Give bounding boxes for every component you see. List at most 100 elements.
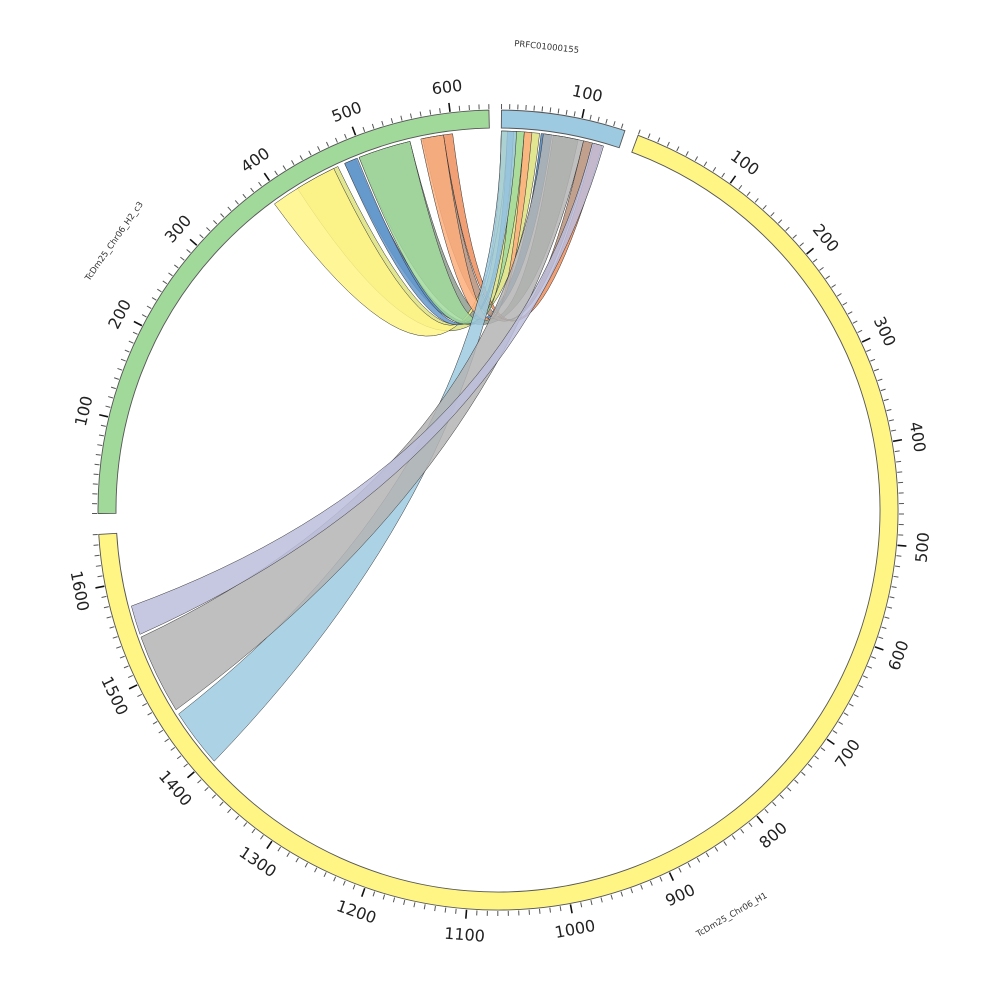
- minor-tick: [772, 801, 777, 807]
- minor-tick: [866, 349, 872, 352]
- major-tick: [189, 238, 198, 246]
- minor-tick: [731, 835, 736, 840]
- major-tick: [861, 337, 871, 343]
- minor-tick: [770, 212, 775, 217]
- minor-tick: [199, 234, 204, 239]
- minor-tick: [694, 156, 699, 162]
- minor-tick: [124, 349, 130, 353]
- minor-tick: [647, 133, 651, 139]
- minor-tick: [857, 329, 863, 334]
- minor-tick: [444, 907, 447, 913]
- minor-tick: [439, 108, 441, 114]
- minor-tick: [219, 801, 224, 806]
- minor-tick: [97, 575, 103, 578]
- minor-tick: [565, 109, 568, 115]
- minor-tick: [871, 656, 877, 659]
- minor-tick: [630, 888, 634, 894]
- minor-tick: [123, 665, 129, 669]
- minor-tick: [146, 305, 152, 309]
- minor-tick: [714, 846, 719, 852]
- tick-label-H1-200: 200: [809, 220, 843, 256]
- tick-label-H2-300: 300: [161, 211, 195, 246]
- minor-tick: [168, 272, 173, 277]
- minor-tick: [889, 596, 895, 599]
- minor-tick: [812, 258, 818, 263]
- tick-label-P-100: 100: [570, 81, 604, 106]
- tick-label-H1-1400: 1400: [155, 767, 196, 810]
- minor-tick: [100, 424, 106, 427]
- minor-tick: [95, 565, 101, 567]
- minor-tick: [132, 331, 138, 335]
- minor-tick: [666, 141, 670, 147]
- minor-tick: [836, 293, 842, 297]
- major-tick: [448, 102, 451, 112]
- minor-tick: [314, 867, 318, 873]
- tick-label-H2-600: 600: [431, 76, 464, 99]
- minor-tick: [541, 106, 544, 112]
- minor-tick: [106, 616, 112, 619]
- tick-label-H1-700: 700: [831, 736, 864, 772]
- minor-tick: [807, 763, 813, 768]
- minor-tick: [858, 684, 864, 688]
- minor-tick: [801, 771, 806, 776]
- minor-tick: [180, 256, 185, 261]
- major-tick: [99, 413, 109, 418]
- minor-tick: [762, 204, 767, 210]
- minor-tick: [260, 834, 264, 840]
- minor-tick: [862, 675, 868, 679]
- minor-tick: [434, 906, 436, 912]
- minor-tick: [141, 314, 147, 318]
- minor-tick: [685, 151, 689, 157]
- minor-tick: [94, 554, 100, 557]
- minor-tick: [116, 646, 122, 649]
- minor-tick: [243, 822, 248, 827]
- minor-tick: [883, 398, 889, 402]
- minor-tick: [678, 867, 682, 873]
- minor-tick: [176, 755, 182, 760]
- minor-tick: [120, 358, 126, 362]
- major-tick: [266, 840, 273, 850]
- minor-tick: [308, 150, 312, 156]
- minor-tick: [372, 891, 376, 897]
- minor-tick: [676, 146, 680, 152]
- minor-tick: [211, 794, 217, 799]
- minor-tick: [183, 763, 188, 768]
- minor-tick: [867, 665, 873, 669]
- major-tick: [360, 887, 366, 897]
- minor-tick: [896, 555, 902, 557]
- minor-tick: [97, 444, 103, 446]
- minor-tick: [455, 908, 457, 914]
- minor-tick: [164, 738, 170, 743]
- minor-tick: [597, 116, 600, 122]
- minor-tick: [873, 368, 879, 372]
- minor-tick: [764, 808, 769, 814]
- minor-tick: [746, 191, 751, 197]
- tick-label-H1-1100: 1100: [444, 924, 486, 946]
- ideogram-P: [500, 109, 626, 149]
- minor-tick: [147, 712, 153, 716]
- minor-tick: [896, 460, 902, 463]
- minor-tick: [703, 161, 708, 167]
- minor-tick: [820, 747, 826, 752]
- major-tick: [826, 738, 835, 746]
- minor-tick: [371, 123, 375, 129]
- minor-tick: [234, 200, 239, 205]
- tick-label-H2-200: 200: [104, 296, 135, 332]
- minor-tick: [886, 408, 892, 412]
- minor-tick: [317, 146, 321, 152]
- minor-tick: [721, 172, 725, 178]
- major-tick: [128, 684, 138, 690]
- major-tick: [581, 108, 585, 119]
- sequence-label-P: PRFC01000155: [514, 39, 580, 56]
- minor-tick: [392, 897, 396, 903]
- minor-tick: [127, 675, 133, 678]
- link-ribbon-11: [131, 142, 604, 635]
- minor-tick: [877, 378, 883, 382]
- minor-tick: [381, 120, 384, 126]
- minor-tick: [326, 141, 330, 147]
- minor-tick: [549, 107, 552, 113]
- minor-tick: [748, 822, 753, 828]
- minor-tick: [777, 219, 783, 224]
- minor-tick: [819, 266, 824, 271]
- minor-tick: [705, 852, 710, 858]
